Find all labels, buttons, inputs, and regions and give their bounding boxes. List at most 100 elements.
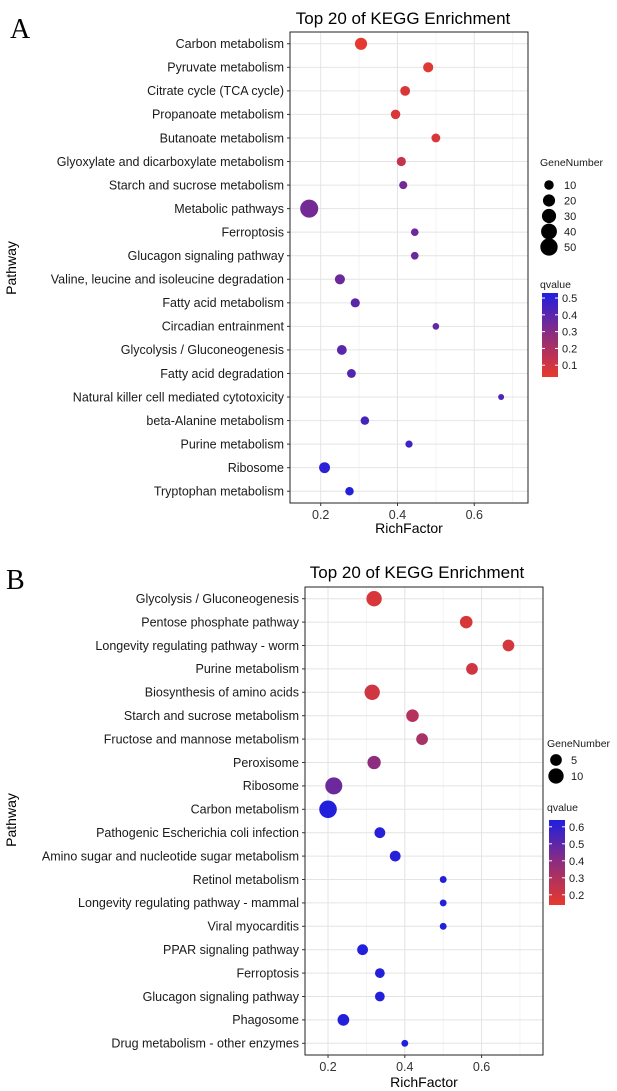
color-legend-bar	[549, 820, 565, 905]
color-legend-label: 0.3	[562, 327, 577, 339]
data-point	[389, 850, 401, 862]
y-tick-label: Glucagon signaling pathway	[128, 249, 285, 263]
y-tick-label: Citrate cycle (TCA cycle)	[147, 84, 284, 98]
data-point	[466, 663, 478, 675]
color-legend-label: 0.5	[562, 293, 577, 305]
x-tick-label: 0.2	[312, 508, 329, 522]
data-point	[374, 827, 386, 839]
y-tick-label: Fatty acid degradation	[160, 367, 284, 381]
data-point	[325, 777, 343, 795]
size-legend-dot	[548, 768, 564, 784]
y-tick-label: Pathogenic Escherichia coli infection	[96, 826, 299, 840]
data-point	[416, 733, 428, 745]
size-legend-label: 40	[564, 227, 576, 239]
data-point	[354, 37, 368, 50]
color-legend-title: qvalue	[540, 279, 571, 291]
y-tick-label: Pyruvate metabolism	[167, 61, 284, 75]
panel-a: A Top 20 of KEGG Enrichment Carbon metabol…	[3, 9, 604, 536]
size-legend-title: GeneNumber	[540, 157, 604, 169]
data-point	[366, 591, 382, 607]
panel-b: B Top 20 of KEGG Enrichment Glycolysis / G…	[3, 563, 611, 1090]
plot-area	[305, 587, 543, 1055]
color-legend-title: qvalue	[547, 802, 578, 814]
size-legend-dot	[541, 223, 557, 240]
y-tick-label: Starch and sucrose metabolism	[124, 709, 299, 723]
data-point	[432, 323, 440, 330]
size-legend-dot	[550, 754, 562, 766]
y-tick-label: Viral myocarditis	[208, 920, 299, 934]
y-tick-label: Purine metabolism	[180, 437, 284, 451]
y-tick-label: Butanoate metabolism	[160, 131, 284, 145]
data-point	[439, 876, 447, 883]
data-point	[399, 181, 408, 190]
x-tick-label: 0.6	[466, 508, 483, 522]
color-legend-label: 0.3	[569, 873, 584, 885]
data-point	[431, 133, 441, 143]
data-point	[334, 274, 345, 285]
data-point	[439, 922, 447, 930]
y-tick-label: Ferroptosis	[221, 225, 284, 239]
color-legend-label: 0.2	[569, 890, 584, 902]
y-tick-label: PPAR signaling pathway	[163, 943, 300, 957]
data-point	[401, 1039, 409, 1047]
size-legend-dot	[542, 194, 556, 207]
data-point	[405, 440, 413, 448]
y-tick-label: Glycolysis / Gluconeogenesis	[136, 592, 299, 606]
size-legend-dot	[544, 180, 554, 190]
data-point	[390, 109, 401, 120]
y-tick-label: Propanoate metabolism	[152, 108, 284, 122]
data-point	[336, 345, 347, 355]
data-point	[459, 615, 473, 629]
color-legend-label: 0.6	[569, 822, 584, 834]
size-legend-label: 10	[571, 771, 583, 783]
x-tick-label: 0.4	[396, 1060, 413, 1074]
size-legend-dot	[541, 208, 557, 224]
data-point	[300, 199, 319, 218]
color-legend-label: 0.1	[562, 360, 577, 372]
x-tick-label: 0.4	[389, 508, 406, 522]
data-point	[502, 639, 515, 652]
data-point	[396, 156, 406, 167]
plot-area	[290, 32, 528, 503]
data-point	[406, 709, 419, 722]
size-legend-dot	[540, 238, 558, 256]
plot-border	[289, 31, 529, 504]
chart-title: Top 20 of KEGG Enrichment	[296, 9, 511, 28]
data-point	[364, 684, 380, 700]
y-tick-label: Drug metabolism - other enzymes	[111, 1037, 299, 1051]
y-tick-label: Biosynthesis of amino acids	[145, 686, 299, 700]
data-point	[345, 486, 354, 496]
y-tick-label: Carbon metabolism	[191, 803, 299, 817]
y-tick-label: Pentose phosphate pathway	[141, 615, 300, 629]
data-point	[410, 251, 419, 260]
panel-letter: A	[10, 14, 31, 45]
size-legend-label: 5	[571, 755, 577, 767]
y-tick-label: beta-Alanine metabolism	[146, 414, 284, 428]
panel-letter: B	[6, 565, 25, 596]
y-tick-label: Glyoxylate and dicarboxylate metabolism	[57, 155, 284, 169]
data-point	[319, 800, 337, 819]
size-legend-label: 30	[564, 211, 576, 223]
chart-title: Top 20 of KEGG Enrichment	[310, 563, 525, 582]
y-tick-label: Fatty acid metabolism	[162, 296, 284, 310]
y-tick-label: Retinol metabolism	[193, 873, 299, 887]
y-tick-label: Amino sugar and nucleotide sugar metabol…	[42, 849, 299, 863]
color-legend-bar	[542, 293, 558, 377]
y-tick-label: Peroxisome	[233, 756, 299, 770]
y-tick-label: Starch and sucrose metabolism	[109, 178, 284, 192]
y-tick-label: Glucagon signaling pathway	[143, 990, 300, 1004]
y-axis-title: Pathway	[3, 793, 19, 847]
data-point	[367, 755, 381, 770]
x-axis-title: RichFactor	[390, 1074, 458, 1090]
data-point	[350, 298, 360, 308]
x-axis-title: RichFactor	[375, 520, 443, 536]
color-legend-label: 0.5	[569, 839, 584, 851]
y-tick-label: Valine, leucine and isoleucine degradati…	[51, 273, 284, 287]
y-tick-label: Circadian entrainment	[162, 320, 285, 334]
x-tick-label: 0.2	[319, 1060, 336, 1074]
color-legend-label: 0.4	[569, 856, 584, 868]
data-point	[360, 416, 370, 425]
plot-border	[304, 586, 544, 1056]
x-tick-label: 0.6	[473, 1060, 490, 1074]
